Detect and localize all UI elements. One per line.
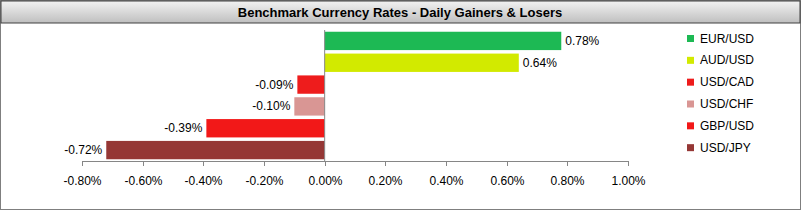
data-labels: 0.78% 0.64% -0.09% -0.10% -0.39% -0.72% (64, 34, 599, 157)
bar (325, 32, 562, 50)
x-tick (203, 161, 204, 166)
chart-svg: Benchmark Currency Rates - Daily Gainers… (0, 0, 801, 210)
x-tick-label: 0.40% (429, 174, 463, 188)
x-tick (567, 161, 568, 166)
bar (325, 54, 519, 72)
data-label: -0.09% (255, 78, 293, 92)
legend-swatch (687, 79, 694, 86)
data-label: 0.78% (565, 34, 599, 48)
data-label: 0.64% (523, 56, 557, 70)
chart-container: Benchmark Currency Rates - Daily Gainers… (0, 0, 801, 210)
legend-swatch (687, 122, 694, 129)
x-tick (143, 161, 144, 166)
x-axis-line (82, 161, 628, 162)
data-label: -0.10% (252, 99, 290, 113)
bar (297, 75, 324, 93)
legend-swatch (687, 35, 694, 42)
bar (294, 97, 324, 115)
data-label: -0.72% (64, 143, 102, 157)
x-tick-label: 1.00% (611, 174, 645, 188)
legend-label: USD/JPY (700, 141, 751, 155)
legend-swatch (687, 144, 694, 151)
data-label: -0.39% (164, 121, 202, 135)
x-tick (264, 161, 265, 166)
x-tick (628, 161, 629, 166)
x-tick-label: 0.20% (368, 174, 402, 188)
legend-label: USD/CHF (700, 97, 753, 111)
x-tick-label: -0.60% (124, 174, 162, 188)
title: Benchmark Currency Rates - Daily Gainers… (238, 5, 562, 20)
bar (206, 119, 324, 137)
x-tick (507, 161, 508, 166)
x-tick-label: 0.00% (308, 174, 342, 188)
zero-line (324, 30, 325, 161)
x-tick-label: -0.80% (63, 174, 101, 188)
legend-label: USD/CAD (700, 75, 754, 89)
legend-swatch (687, 101, 694, 108)
x-tick-label: 0.80% (550, 174, 584, 188)
legend-label: GBP/USD (700, 119, 754, 133)
legend-swatch (687, 57, 694, 64)
chart-frame (1, 1, 801, 210)
legend-label: EUR/USD (700, 32, 754, 46)
x-tick (446, 161, 447, 166)
x-ticks: -0.80% -0.60% -0.40% -0.20% 0.00% 0.20% 0.40% 0… (63, 161, 645, 188)
x-tick (325, 161, 326, 166)
legend: EUR/USD AUD/USD USD/CAD USD/CHF GBP/USD USD/J… (687, 32, 754, 155)
legend-label: AUD/USD (700, 53, 754, 67)
x-tick-label: 0.60% (490, 174, 524, 188)
bar (106, 141, 324, 159)
page: {"chart_data": {"type": "bar", "orientat… (0, 0, 801, 210)
x-tick (385, 161, 386, 166)
x-tick (82, 161, 83, 166)
bars (106, 32, 561, 160)
x-tick-label: -0.20% (245, 174, 283, 188)
title-bar (1, 1, 800, 23)
x-tick-label: -0.40% (184, 174, 222, 188)
